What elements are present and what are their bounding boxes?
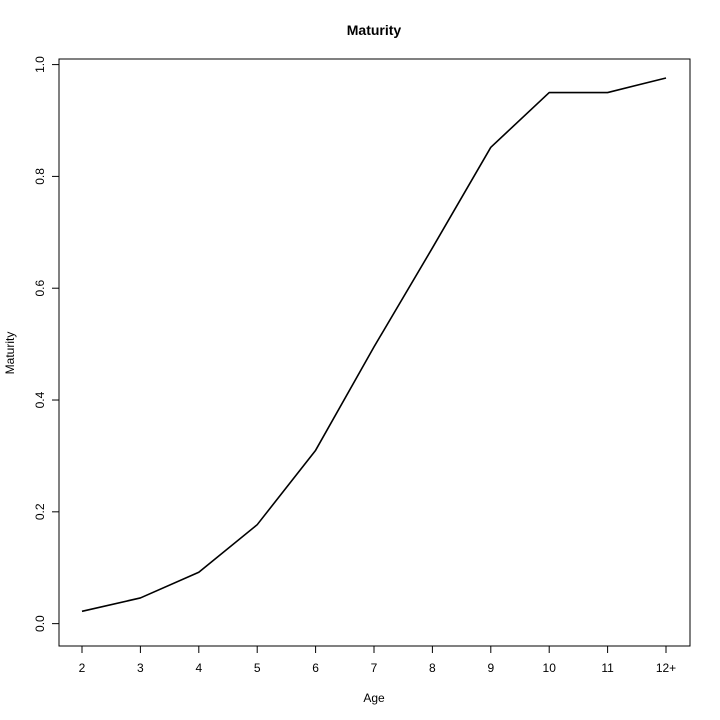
maturity-series-line (81, 77, 667, 613)
x-tick-label: 8 (429, 661, 436, 675)
x-tick-label: 5 (254, 661, 261, 675)
chart-title: Maturity (347, 22, 402, 38)
y-axis-label: Maturity (3, 332, 17, 375)
y-tick-label: 0.6 (33, 280, 47, 297)
y-tick-label: 1.0 (33, 56, 47, 73)
x-tick-label: 11 (601, 661, 614, 675)
y-tick-label: 0.2 (33, 503, 47, 520)
y-tick-label: 0.0 (33, 615, 47, 632)
x-axis-label: Age (363, 691, 385, 705)
x-tick-label: 3 (137, 661, 144, 675)
x-axis: 2 3 4 5 6 7 8 9 10 11 12+ (79, 646, 676, 675)
x-tick-label: 7 (371, 661, 378, 675)
x-tick-label: 10 (543, 661, 557, 675)
x-tick-label: 4 (195, 661, 202, 675)
x-tick-label: 2 (79, 661, 86, 675)
y-tick-label: 0.4 (33, 391, 47, 408)
y-axis: 0.0 0.2 0.4 0.6 0.8 1.0 (33, 56, 59, 632)
plot-frame (58, 58, 691, 647)
x-tick-label: 12+ (656, 661, 676, 675)
x-tick-label: 6 (312, 661, 319, 675)
x-tick-label: 9 (487, 661, 494, 675)
y-tick-label: 0.8 (33, 168, 47, 185)
